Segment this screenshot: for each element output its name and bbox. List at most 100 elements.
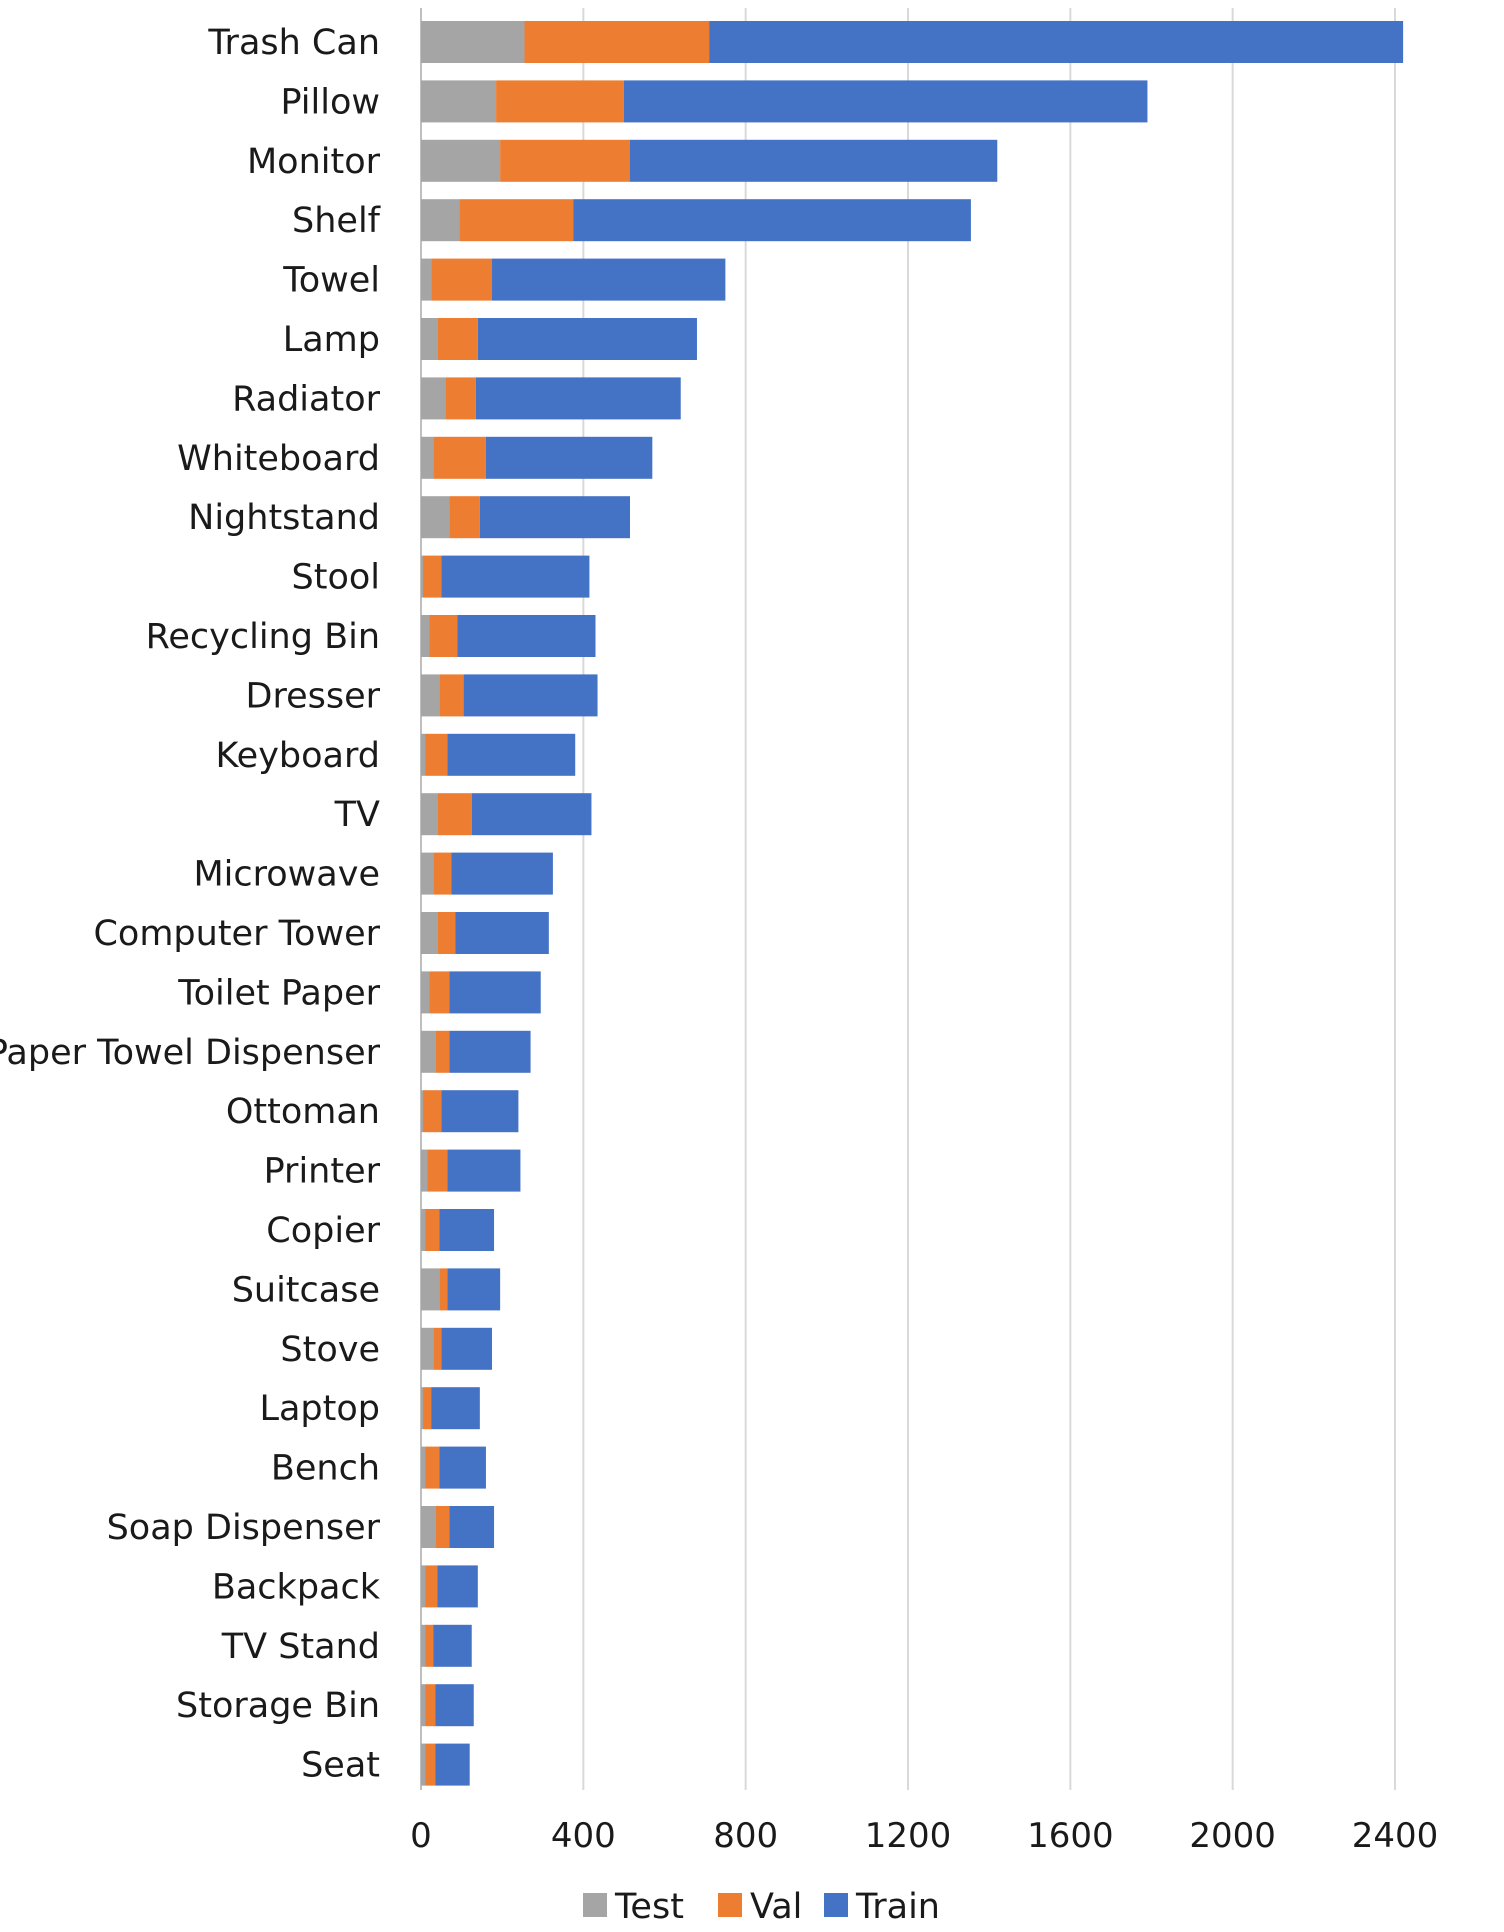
category-label: Seat xyxy=(301,1746,380,1786)
category-label: Soap Dispenser xyxy=(107,1508,381,1548)
category-label: Ottoman xyxy=(226,1092,380,1132)
bar-test-ottoman xyxy=(421,1090,424,1133)
bar-train-shelf xyxy=(573,199,971,242)
bar-val-radiator xyxy=(445,377,476,420)
bar-test-whiteboard xyxy=(421,436,434,479)
bar-test-suitcase xyxy=(421,1268,440,1311)
bar-train-nightstand xyxy=(479,496,631,539)
bar-test-lamp xyxy=(421,318,438,360)
bar-test-printer xyxy=(421,1149,428,1192)
bar-train-microwave xyxy=(451,852,553,895)
x-tick-label: 400 xyxy=(551,1816,616,1856)
category-label: Trash Can xyxy=(207,23,380,63)
bar-train-keyboard xyxy=(447,733,576,776)
category-label: Dresser xyxy=(246,676,381,716)
category-label: Suitcase xyxy=(232,1270,380,1310)
category-label: Radiator xyxy=(232,379,381,419)
bar-test-shelf xyxy=(421,199,460,242)
bar-test-copier xyxy=(421,1209,426,1251)
bar-test-seat xyxy=(421,1743,426,1786)
x-axis-ticks: 0 400 800 1200 1600 2000 2400 xyxy=(410,1816,1438,1856)
category-label: Lamp xyxy=(283,320,380,360)
bar-test-keyboard xyxy=(421,733,426,776)
bar-val-towel xyxy=(431,258,493,301)
bar-val-laptop xyxy=(423,1387,432,1430)
bar-train-recycling-bin xyxy=(457,615,596,657)
category-label: Laptop xyxy=(259,1389,380,1429)
bar-val-copier xyxy=(425,1209,440,1251)
bar-test-towel xyxy=(421,258,432,301)
bar-test-paper-towel-dispenser xyxy=(421,1030,436,1073)
bar-val-ottoman xyxy=(423,1090,442,1133)
bar-train-tv xyxy=(471,793,592,836)
bar-val-shelf xyxy=(459,199,574,242)
legend-swatch-val xyxy=(718,1893,742,1917)
category-labels: Trash Can Pillow Monitor Shelf Towel Lamp Radi… xyxy=(0,23,381,1786)
bars xyxy=(421,21,1404,1786)
bar-train-pillow xyxy=(623,80,1148,123)
bar-test-computer-tower xyxy=(421,912,438,954)
bar-val-microwave xyxy=(433,852,452,895)
category-label: Stove xyxy=(280,1330,380,1370)
bar-train-laptop xyxy=(431,1387,480,1430)
bar-train-lamp xyxy=(477,318,697,360)
bar-val-toilet-paper xyxy=(429,971,450,1014)
bar-val-tv xyxy=(437,793,472,836)
bar-val-recycling-bin xyxy=(429,615,458,657)
category-label: Paper Towel Dispenser xyxy=(0,1033,381,1073)
category-label: TV Stand xyxy=(221,1627,380,1667)
bar-test-soap-dispenser xyxy=(421,1506,436,1548)
category-label: Bench xyxy=(271,1449,380,1489)
bar-test-dresser xyxy=(421,674,440,717)
category-label: Stool xyxy=(292,558,381,598)
bar-train-towel xyxy=(492,258,726,301)
bar-train-bench xyxy=(439,1446,486,1489)
category-label: Recycling Bin xyxy=(146,617,380,657)
bar-test-monitor xyxy=(421,139,501,182)
bar-test-bench xyxy=(421,1446,426,1489)
bar-val-lamp xyxy=(437,318,478,360)
bar-test-laptop xyxy=(421,1387,424,1430)
x-tick-label: 2000 xyxy=(1189,1816,1276,1856)
bar-val-seat xyxy=(425,1743,436,1786)
bar-val-computer-tower xyxy=(437,912,456,954)
bar-test-tv-stand xyxy=(421,1624,426,1667)
bar-train-storage-bin xyxy=(435,1684,474,1727)
bar-test-stool xyxy=(421,555,424,598)
category-label: Towel xyxy=(282,261,380,301)
bar-train-copier xyxy=(439,1209,495,1251)
bar-val-whiteboard xyxy=(433,436,486,479)
bar-train-monitor xyxy=(630,139,998,182)
bar-test-storage-bin xyxy=(421,1684,426,1727)
bar-val-stool xyxy=(423,555,442,598)
bar-test-microwave xyxy=(421,852,434,895)
bar-train-tv-stand xyxy=(433,1624,472,1667)
x-tick-label: 2400 xyxy=(1352,1816,1439,1856)
bar-train-radiator xyxy=(475,377,681,420)
bar-train-paper-towel-dispenser xyxy=(449,1030,531,1073)
bar-train-whiteboard xyxy=(485,436,653,479)
category-label: Whiteboard xyxy=(177,439,380,479)
category-label: Storage Bin xyxy=(176,1686,380,1726)
bar-train-dresser xyxy=(463,674,598,717)
category-label: Toilet Paper xyxy=(177,973,380,1013)
legend-label-test: Test xyxy=(614,1887,684,1927)
x-tick-label: 1600 xyxy=(1027,1816,1114,1856)
bar-test-tv xyxy=(421,793,438,836)
x-tick-label: 0 xyxy=(410,1816,432,1856)
category-label: Shelf xyxy=(292,201,381,241)
x-tick-label: 1200 xyxy=(865,1816,952,1856)
bar-train-seat xyxy=(435,1743,470,1786)
legend-label-train: Train xyxy=(855,1887,940,1927)
category-label: Microwave xyxy=(193,855,380,895)
gridlines xyxy=(420,8,1396,1790)
bar-train-computer-tower xyxy=(455,912,549,954)
bar-val-nightstand xyxy=(449,496,480,539)
bar-val-backpack xyxy=(425,1565,438,1608)
bar-test-pillow xyxy=(421,80,497,123)
category-label: Backpack xyxy=(212,1567,381,1607)
bar-train-toilet-paper xyxy=(449,971,541,1014)
bar-train-printer xyxy=(447,1149,521,1192)
category-label: Copier xyxy=(266,1211,380,1251)
